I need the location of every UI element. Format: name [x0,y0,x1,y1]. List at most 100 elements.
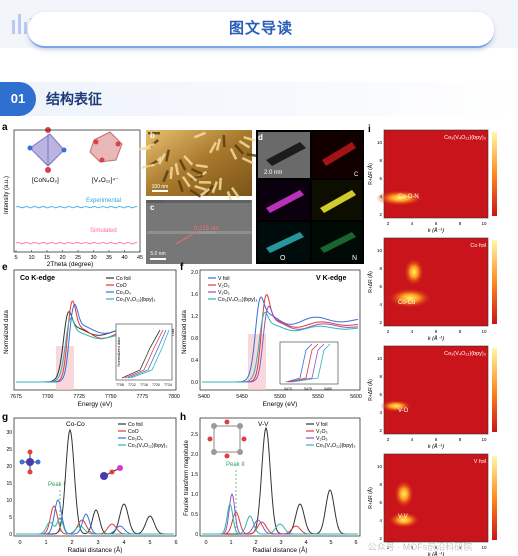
ft-exafs-lines [16,428,174,535]
y-axis-label: Intensity (a.u.) [4,176,10,214]
svg-text:6: 6 [435,221,438,226]
svg-text:10: 10 [377,356,383,361]
x-tick: 1 [229,540,232,546]
x-tick: 5500 [274,394,286,400]
tem-image [146,130,252,196]
inset-plot [115,323,173,381]
y-tick-labels: 0.0 0.4 0.8 1.2 1.6 2.0 [191,270,198,386]
x-tick: 30 [90,255,96,261]
wavelet-map: Co₃(V₄O₁₂)(bpy)₃ V-O 2 4 6 8 10 2 4 6 8 10 R+ΔR (Å) k… [367,345,497,450]
legend-entry: V foil [218,276,230,282]
peak-label-co-co: Co-Co [66,421,85,428]
y-tick: 2.5 [191,432,198,438]
y-tick: 1.6 [191,292,198,298]
ft-line [16,505,174,535]
svg-text:10: 10 [481,545,487,550]
x-tick: 0 [204,540,207,546]
x-tick: 6 [354,540,357,546]
x-tick: 7700 [42,394,54,400]
svg-text:5475: 5475 [304,387,312,391]
x-tick: 2 [70,540,73,546]
x-tick-labels: 5400 5450 5500 5550 5600 [198,394,362,400]
legend-entry: V₂O₅ [316,436,328,442]
plot-frame [13,269,177,391]
legend-entry: Co₃(V₄O₁₂)(bpy)₃ [218,297,258,303]
legend-entry: V₂O₃ [218,283,230,289]
map-title: Co₃(V₄O₁₂)(bpy)₃ [444,351,486,357]
scale-bar [150,258,166,260]
svg-text:7720: 7720 [152,383,160,387]
x-tick: 15 [44,255,50,261]
section-title: 结构表征 [46,91,102,107]
element-c: C [354,172,359,178]
svg-text:6: 6 [435,545,438,550]
oxygen-map [266,232,304,253]
svg-text:6: 6 [379,500,382,505]
svg-text:7708: 7708 [116,383,124,387]
svg-text:10: 10 [377,248,383,253]
lattice-marker [175,231,197,245]
map-title: Co₃(V₄O₁₂)(bpy)₃ [444,135,486,141]
page-title: 图文导读 [228,20,293,37]
x-tick: 3 [279,540,282,546]
svg-text:8: 8 [459,437,462,442]
y-tick-labels: 0 5 10 15 20 25 30 [6,430,12,538]
panel-h: h V-V Peak II V foilV₂O₃V₂O₅Co₃(V₄O₁₂)(b… [180,412,361,554]
coordination-polyhedron-icon [29,133,65,167]
y-tick: 1.5 [191,472,198,478]
legend-experimental: Experimental [86,198,121,204]
header-bar: 图文导读 [0,0,518,48]
y-axis-label: R+ΔR (Å) [367,271,374,293]
v-cluster-icon [207,419,247,459]
panel-letter: e [2,262,8,273]
formula-con4o2: [CoN₄O₂] [32,177,59,184]
scale-label: 100 nm [152,184,169,190]
y-tick: 1.0 [191,492,198,498]
cobalt-map [266,190,304,213]
legend-entry: V foil [316,422,328,428]
x-tick-labels: 0 1 2 3 4 5 6 [18,540,177,546]
svg-text:2: 2 [379,536,382,541]
x-tick-labels: 0 1 2 3 4 5 6 [204,540,357,546]
inset-y-label: Normalized data [116,337,121,367]
ft-exafs-lines [202,426,358,535]
x-tick: 5550 [312,394,324,400]
plot-frame [13,417,177,537]
peak-label-ii: Peak II [226,462,245,468]
legend-entry: Co₃(V₄O₁₂)(bpy)₃ [316,443,356,449]
plot-frame [199,417,361,537]
legend-entry: Co₃O₄ [128,436,143,442]
x-tick: 6 [174,540,177,546]
v4o12-cluster-icon [89,131,123,163]
x-tick: 7800 [168,394,180,400]
svg-text:2: 2 [387,437,390,442]
svg-text:8: 8 [459,221,462,226]
edge-title: Co K-edge [20,275,55,282]
svg-text:2: 2 [387,545,390,550]
x-tick: 1 [44,540,47,546]
y-tick: 2.0 [191,452,198,458]
y-tick: 0.0 [191,380,198,386]
peak-label-i: Peak I [48,482,65,488]
x-tick: 7775 [137,394,149,400]
svg-text:8: 8 [459,545,462,550]
y-axis-label: Normalized data [4,309,10,353]
map-title: V foil [474,459,486,465]
y-tick: 30 [6,430,12,436]
plot-frame [13,129,141,253]
panel-letter: b [150,131,155,140]
legend-entry: Co₃O₄ [116,290,131,296]
svg-text:4: 4 [411,437,414,442]
highlight-region [56,346,74,390]
lattice-spacing: 0.215 nm [194,226,219,232]
plot-frame [199,269,361,391]
legend-entry: V₂O₅ [218,290,230,296]
wavelet-map: Co₃(V₄O₁₂)(bpy)₃ Co-O-N 2 4 6 8 10 2 4 6 8 10 R+ΔR (… [367,129,497,234]
y-tick: 0.8 [191,336,198,342]
y-axis-label: R+ΔR (Å) [367,487,374,509]
legend-entry: CoO [128,429,139,435]
